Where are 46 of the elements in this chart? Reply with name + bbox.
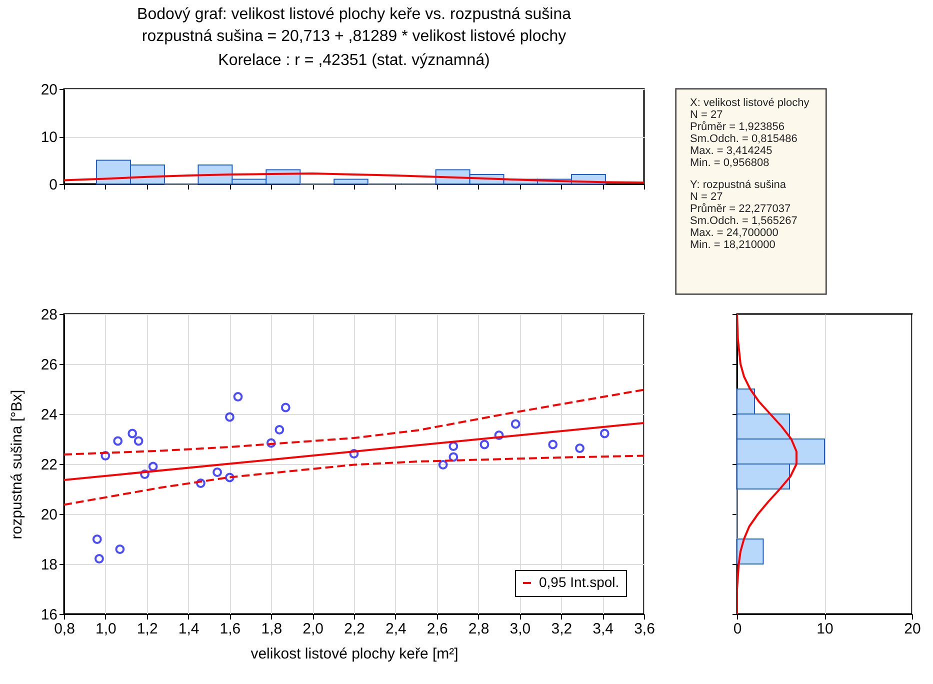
x-tick-label: 2,8: [468, 620, 490, 638]
text: N = 27: [690, 109, 723, 121]
x-tick-label: 3,2: [551, 620, 572, 638]
x-tick-label: 0: [733, 620, 742, 638]
text: Max. = 3,414245: [690, 145, 772, 157]
x-tick-label: 1,6: [220, 620, 241, 638]
y-tick-label: 16: [40, 606, 58, 624]
x-tick-label: 2,6: [426, 620, 448, 638]
x-tick-label: 1,4: [178, 620, 200, 638]
x-tick-label: 2,4: [386, 620, 406, 638]
text: Y: rozpustná sušina: [690, 179, 787, 191]
x-tick-label: 0,8: [54, 620, 75, 638]
y-tick-label: 22: [40, 456, 58, 474]
y-tick-label: 0: [49, 176, 58, 194]
text: Průměr = 22,277037: [690, 203, 791, 215]
y-tick-label: 18: [40, 556, 58, 574]
x-axis-title: velikost listové plochy keře [m²]: [250, 646, 458, 662]
x-tick-label: 3,4: [592, 620, 614, 638]
x-tick-label: 2,0: [302, 620, 324, 638]
text: Průměr = 1,923856: [690, 121, 784, 133]
y-axis-title: rozpustná sušina [°Bx]: [8, 390, 26, 540]
text: Korelace : r = ,42351 (stat. významná): [218, 52, 490, 69]
y-tick-label: 20: [40, 82, 58, 98]
x-tick-label: 20: [904, 620, 921, 638]
x-tick-label: 1,0: [96, 620, 116, 638]
text: Min. = 18,210000: [690, 239, 776, 251]
x-tick-label: 10: [816, 620, 834, 638]
text: Sm.Odch. = 1,565267: [690, 215, 798, 227]
x-tick-label: 1,2: [136, 620, 158, 638]
text: Max. = 24,700000: [690, 227, 778, 239]
y-tick-label: 28: [40, 306, 58, 324]
text: Sm.Odch. = 0,815486: [690, 133, 798, 145]
text: Min. = 0,956808: [690, 157, 770, 169]
x-tick-label: 2,2: [344, 620, 365, 638]
y-tick-label: 20: [40, 506, 58, 524]
text: N = 27: [690, 191, 723, 203]
y-tick-label: 10: [40, 129, 58, 146]
x-tick-label: 3,6: [634, 620, 655, 638]
chart-subtitle: rozpustná sušina = 20,713 + ,81289 * velikost listové plochy: [142, 28, 566, 45]
legend-label: 0,95 Int.spol.: [539, 574, 620, 590]
y-tick-label: 26: [40, 356, 58, 374]
x-tick-label: 3,0: [510, 620, 531, 638]
text: X: velikost listové plochy: [690, 97, 810, 109]
y-tick-label: 24: [40, 406, 58, 424]
chart-title: Bodový graf: velikost listové plochy keře vs. rozpustná sušina: [137, 6, 572, 23]
x-tick-label: 1,8: [261, 620, 282, 638]
